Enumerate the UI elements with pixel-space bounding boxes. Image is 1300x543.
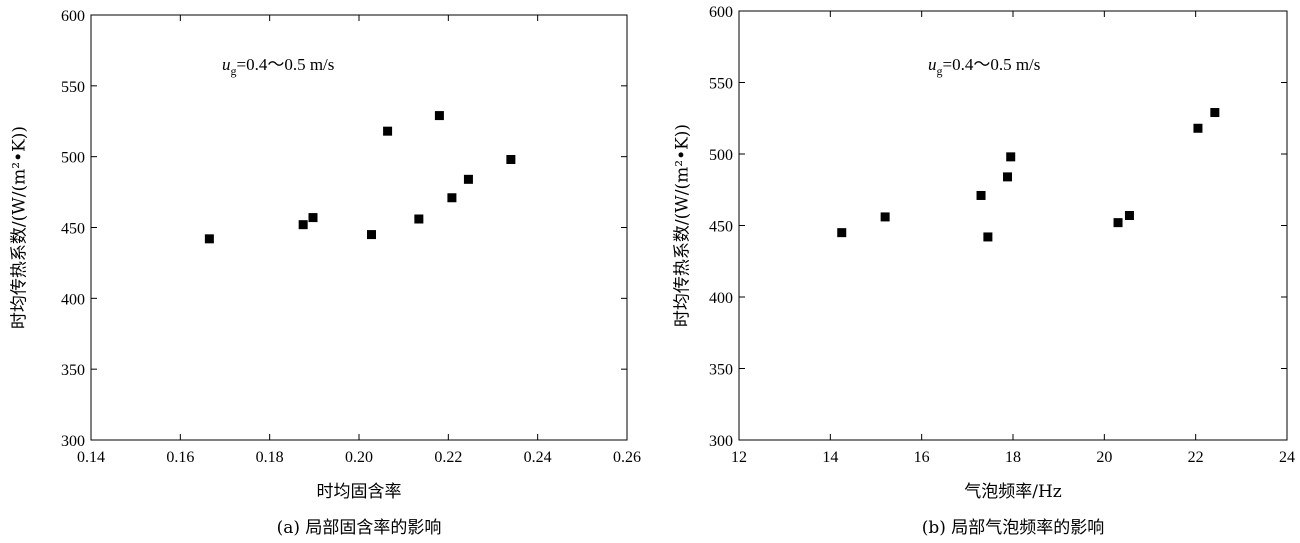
data-point [434,111,444,121]
x-tick-label: 0.18 [256,449,284,466]
panel-caption: (b) 局部气泡频率的影响 [922,518,1105,538]
velocity-annotation: ug=0.4～0.5 m/s [222,55,334,78]
x-tick-label: 0.14 [77,449,105,466]
y-tick-label: 350 [61,362,85,379]
y-tick-label: 600 [709,4,733,21]
x-tick-label: 14 [822,449,838,466]
data-point [976,190,986,200]
x-tick-label: 0.20 [345,449,373,466]
plot-frame [738,10,1288,441]
x-tick-label: 24 [1279,449,1295,466]
x-tick-label: 18 [1005,449,1021,466]
x-tick-label: 16 [914,449,930,466]
data-point [414,214,424,224]
y-tick-label: 350 [709,362,733,379]
data-point [1210,108,1220,118]
x-axis-label: 气泡频率/Hz [964,482,1062,502]
data-point [447,193,457,203]
data-point [880,212,890,222]
y-tick-label: 450 [709,219,733,236]
x-tick-label: 12 [731,449,747,466]
x-axis-label: 时均固含率 [317,482,402,502]
x-tick-label: 0.24 [524,449,552,466]
data-point [983,232,993,242]
data-point [298,220,308,230]
data-point [1113,218,1123,228]
data-point [1124,210,1134,220]
y-tick-label: 550 [61,79,85,96]
x-tick-label: 0.16 [166,449,194,466]
plot-frame [90,14,628,441]
y-tick-label: 500 [61,150,85,167]
velocity-annotation: ug=0.4～0.5 m/s [928,55,1040,78]
data-point [308,213,318,223]
x-tick-label: 20 [1096,449,1112,466]
data-point [837,228,847,238]
x-tick-label: 0.26 [613,449,641,466]
x-tick-label: 0.22 [434,449,462,466]
y-tick-label: 400 [709,290,733,307]
data-point [1006,152,1016,162]
y-axis-label: 时均传热系数/(W/(m²•K)) [673,124,693,327]
panel-caption: (a) 局部固含率的影响 [277,518,442,538]
y-tick-label: 300 [61,433,85,450]
y-tick-label: 550 [709,76,733,93]
data-point [383,126,393,136]
data-point [367,230,377,240]
data-point [1193,123,1203,133]
chart-panel-1: 0.14 0.16 0.18 0.20 0.22 0.24 0.26 300 350 400 450… [10,8,642,538]
y-tick-label: 400 [61,291,85,308]
y-tick-label: 500 [709,147,733,164]
y-tick-label: 450 [61,221,85,238]
y-tick-label: 600 [61,8,85,25]
data-point [204,234,214,244]
data-point [506,155,516,164]
y-axis-label: 时均传热系数/(W/(m²•K)) [10,126,30,329]
data-point [463,174,473,184]
y-tick-label: 300 [709,433,733,450]
x-tick-label: 22 [1188,449,1204,466]
data-point [1003,172,1013,182]
chart-panel-2: 12 14 16 18 20 22 24 300 350 400 450 500 550 600 ug=0.… [673,4,1296,538]
